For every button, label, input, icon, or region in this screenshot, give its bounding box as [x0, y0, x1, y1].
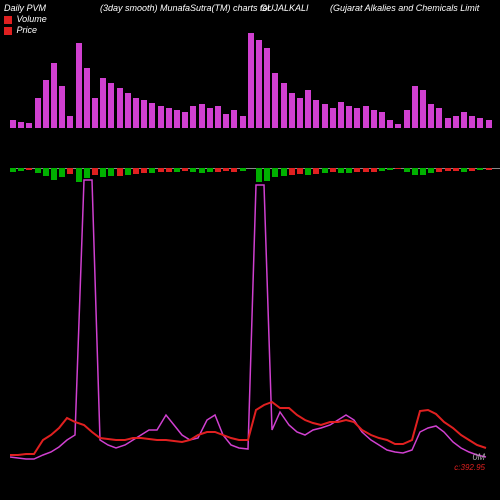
bar-up [231, 110, 237, 128]
bar-up [387, 120, 393, 128]
bar-up [125, 93, 131, 128]
bar-up [297, 98, 303, 128]
bar-up [26, 123, 32, 128]
bar-up [67, 116, 73, 128]
bar-up [412, 86, 418, 128]
bar-up [305, 90, 311, 128]
bar-up [174, 110, 180, 128]
bar-up [108, 83, 114, 128]
bar-up [256, 40, 262, 128]
volume-line [10, 180, 486, 459]
bar-up [133, 98, 139, 128]
bar-up [395, 124, 401, 128]
bar-up [248, 33, 254, 128]
bar-up [43, 80, 49, 128]
bar-up [461, 112, 467, 128]
footer-price: c:392.95 [454, 463, 485, 472]
bar-up [92, 98, 98, 128]
bar-up [76, 43, 82, 128]
bar-up [59, 86, 65, 128]
bar-up [264, 48, 270, 128]
bar-down [395, 168, 401, 169]
bar-up [379, 112, 385, 128]
bar-up [215, 106, 221, 128]
bar-up [436, 108, 442, 128]
bar-up [330, 108, 336, 128]
bar-up [354, 108, 360, 128]
bar-up [486, 120, 492, 128]
bar-up [240, 116, 246, 128]
bar-up [477, 118, 483, 128]
bar-up [469, 116, 475, 128]
bar-up [404, 110, 410, 128]
bar-up [338, 102, 344, 128]
bar-up [10, 120, 16, 128]
bar-up [445, 118, 451, 128]
bar-up [313, 100, 319, 128]
bar-up [158, 106, 164, 128]
bar-up [182, 112, 188, 128]
bar-up [223, 114, 229, 128]
bar-up [84, 68, 90, 128]
bar-up [166, 108, 172, 128]
bar-up [149, 103, 155, 128]
line-chart-svg [10, 170, 490, 480]
bar-up [141, 100, 147, 128]
bar-up [18, 122, 24, 128]
bar-up [281, 83, 287, 128]
bar-up [100, 78, 106, 128]
bar-up [272, 73, 278, 128]
bar-up [453, 116, 459, 128]
bar-up [51, 63, 57, 128]
bar-up [117, 88, 123, 128]
footer-label: 0M [472, 452, 485, 462]
bar-up [289, 93, 295, 128]
bar-up [346, 106, 352, 128]
bar-up [207, 108, 213, 128]
bar-up [428, 104, 434, 128]
bar-chart [10, 40, 490, 170]
bar-up [199, 104, 205, 128]
bar-up [35, 98, 41, 128]
chart-container [0, 0, 500, 500]
bar-up [371, 110, 377, 128]
bar-up [420, 90, 426, 128]
bar-up [363, 106, 369, 128]
bar-up [190, 106, 196, 128]
bar-up [322, 104, 328, 128]
line-chart [10, 170, 490, 480]
